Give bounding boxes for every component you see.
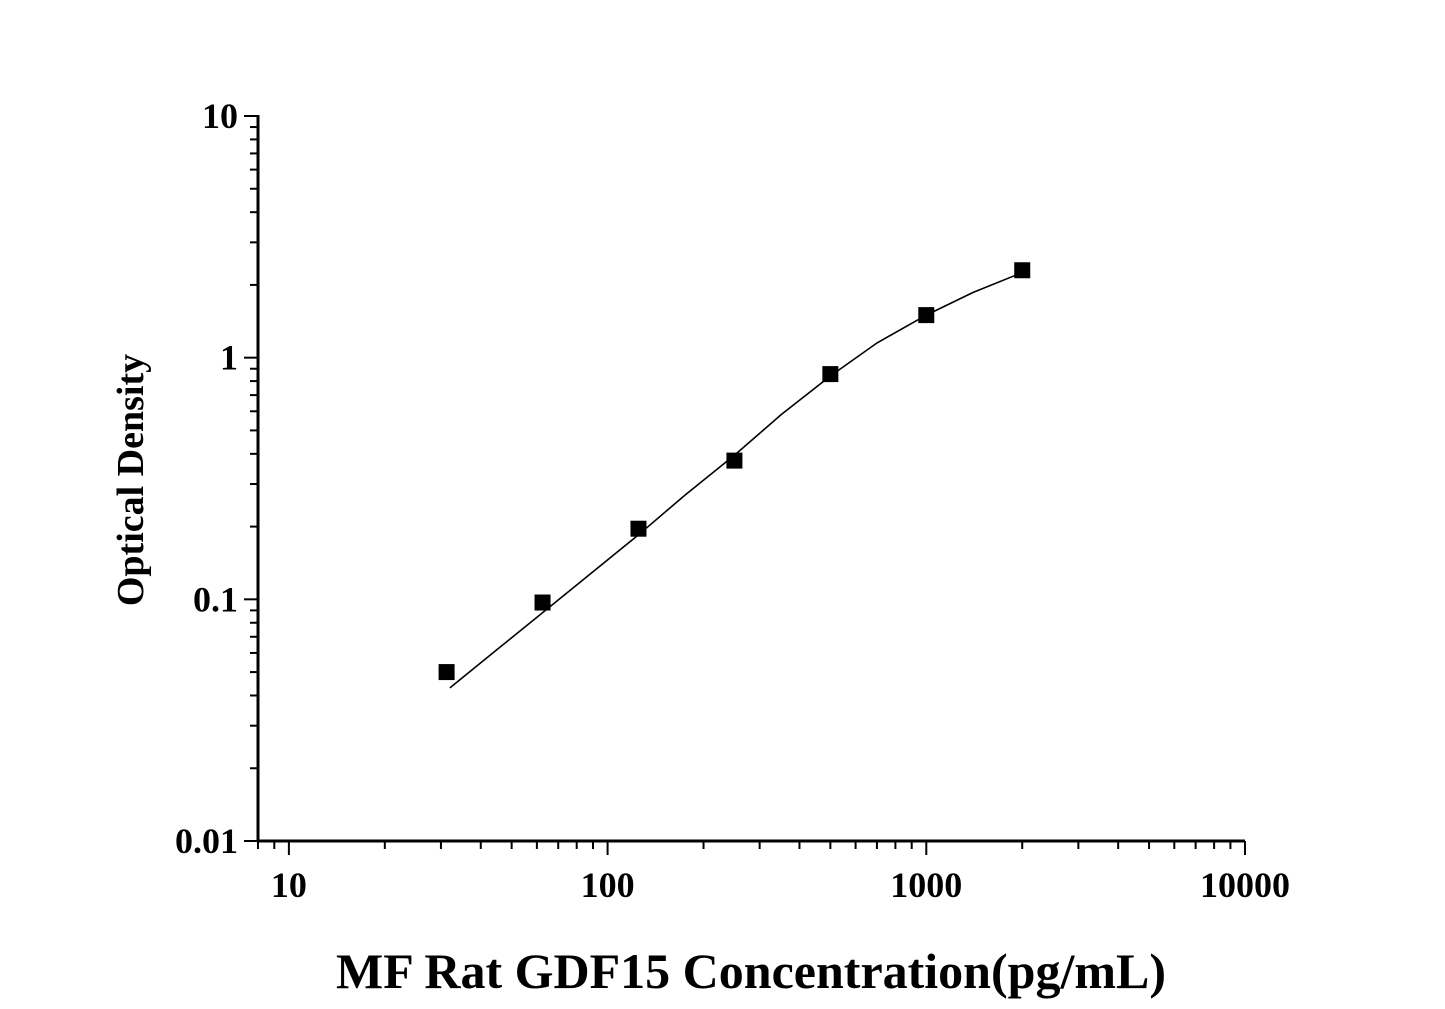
data-point [534,594,551,611]
y-tick-label: 0.01 [175,821,238,861]
x-tick-label: 10000 [1200,865,1290,905]
axes [244,115,1246,855]
data-point [438,664,455,681]
tick-labels: 10 100 1000 10000 0.01 0.1 1 10 [175,96,1290,905]
y-tick-label: 0.1 [193,579,238,619]
data-point [726,452,743,469]
data-points-layer [438,262,1031,681]
x-tick-label: 100 [581,865,635,905]
data-point [1014,262,1031,279]
x-axis-title: MF Rat GDF15 Concentration(pg/mL) [336,943,1166,999]
data-point [822,366,839,383]
x-tick-label: 10 [271,865,307,905]
y-tick-label: 1 [220,338,238,378]
x-tick-label: 1000 [890,865,962,905]
y-axis-title: Optical Density [110,354,152,606]
fit-curve-layer [449,271,1023,689]
fit-curve [449,271,1023,689]
data-point [918,307,935,324]
y-tick-label: 10 [202,96,238,136]
data-point [630,520,647,537]
